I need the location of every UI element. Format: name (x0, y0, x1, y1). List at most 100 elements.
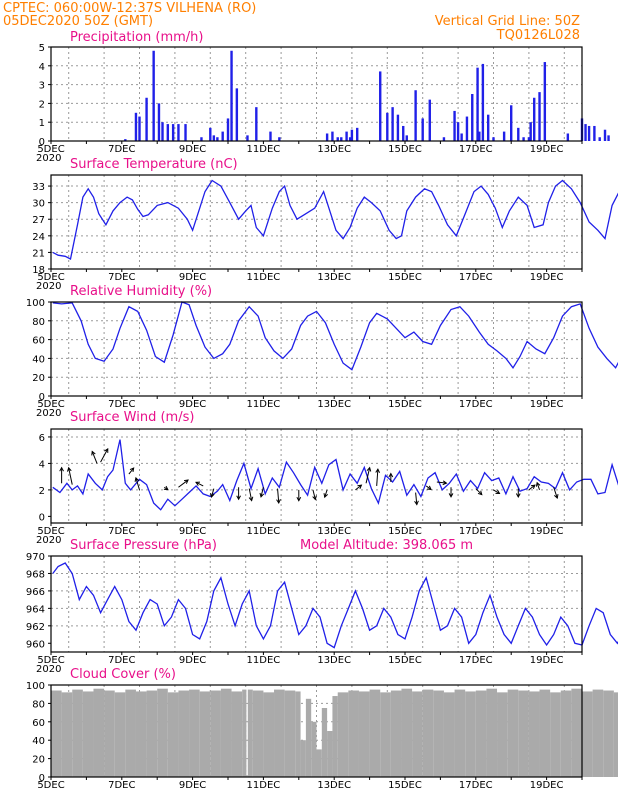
cloud-bar (337, 692, 349, 777)
cloud-panel: 0 20 40 60 80 100 5DEC 7DEC 9DEC 11DEC 13DEC 15DEC 1… (26, 667, 618, 791)
precip-bar (200, 137, 203, 141)
cloud-bar (613, 692, 618, 777)
y-tick-label: 2 (39, 486, 45, 497)
header-grid-line: Vertical Grid Line: 50Z (435, 14, 580, 29)
wind-vector-head (210, 492, 215, 498)
precip-bar (134, 112, 138, 141)
temp-panel: 18 21 24 27 30 33 5DEC 7DEC 9DEC 11DEC 13DEC 15DEC 1… (32, 157, 618, 292)
cloud-bar (114, 692, 126, 777)
x-tick-label: 13DEC (317, 399, 351, 410)
x-tick-label: 13DEC (317, 526, 351, 537)
cloud-bar (486, 688, 498, 777)
x-tick-label: 5DEC (37, 780, 64, 791)
wind-vector (324, 489, 328, 498)
x-tick-label: 17DEC (459, 526, 493, 537)
wind-vector (415, 492, 418, 505)
cloud-bar (571, 688, 582, 777)
wind-vector-head (276, 499, 281, 505)
precip-bar (171, 124, 175, 141)
x-tick-label: 11DEC (247, 144, 281, 155)
y-tick-label: 0 (39, 773, 45, 784)
precip-bar (269, 131, 272, 141)
rh-title: Relative Humidity (%) (70, 284, 212, 299)
precip-bar (379, 71, 382, 141)
x-tick-label: 5DEC (37, 399, 64, 410)
y-tick-label: 80 (32, 699, 45, 710)
cloud-bar (51, 690, 62, 777)
cloud-bar (135, 691, 147, 777)
precip-frame (50, 46, 583, 142)
precip-bar (157, 103, 161, 141)
precip-bar (340, 137, 343, 141)
wind-vector (277, 488, 280, 504)
y-tick-label: 962 (26, 622, 45, 633)
x-tick-label: 15DEC (388, 655, 422, 666)
precip-bar (486, 114, 490, 141)
precip-bar (356, 127, 359, 141)
pres-subtitle: Model Altitude: 398.065 m (300, 538, 473, 553)
x-tick-label: 9DEC (179, 655, 206, 666)
y-tick-label: 100 (26, 681, 45, 692)
wind-vector-head (163, 485, 169, 491)
x-tick-label: 9DEC (179, 780, 206, 791)
precip-bar (405, 135, 408, 141)
precip-bar (345, 131, 348, 141)
wind-vector (355, 484, 362, 491)
precip-bar (533, 97, 536, 141)
cloud-bar (348, 690, 359, 777)
precip-bar (543, 62, 547, 141)
x-tick-label: 7DEC (108, 780, 135, 791)
wind-vector-head (388, 472, 394, 478)
precip-bar (603, 129, 607, 141)
y-tick-label: 24 (32, 232, 45, 243)
precip-bar (492, 137, 495, 141)
wind-vector-head (495, 489, 501, 495)
x-tick-label: 11DEC (247, 399, 281, 410)
cloud-bar (104, 690, 115, 777)
y-tick-label: 0 (39, 137, 45, 148)
cloud-bar (311, 721, 317, 777)
precip-bar (428, 99, 431, 141)
y-tick-label: 30 (32, 199, 45, 210)
y-tick-label: 4 (39, 62, 45, 73)
cloud-bar (146, 690, 158, 777)
precip-bar (522, 137, 525, 141)
x-tick-label: 17DEC (459, 780, 493, 791)
cloud-bar (305, 698, 312, 777)
precip-bar (453, 110, 456, 141)
precip-bar (517, 127, 520, 141)
precip-bar (607, 135, 610, 141)
precip-title: Precipitation (mm/h) (70, 30, 203, 45)
x-tick-label: 17DEC (459, 655, 493, 666)
cloud-bar (61, 692, 73, 777)
y-tick-label: 1 (39, 118, 45, 129)
cloud-bar (220, 688, 232, 777)
cloud-bar (82, 691, 94, 777)
y-tick-label: 33 (32, 182, 45, 193)
wind-vector-head (375, 468, 380, 473)
precip-bar (566, 133, 570, 141)
cloud-bar (582, 691, 593, 777)
cloud-bar (246, 775, 248, 777)
precip-bar (442, 137, 446, 141)
pres-frame (50, 555, 583, 653)
wind-vector (68, 467, 73, 485)
precip-bar (152, 50, 155, 142)
x-tick-label: 13DEC (317, 780, 351, 791)
cloud-bar (443, 692, 455, 777)
wind-vector (475, 488, 483, 495)
precip-bar (460, 133, 463, 141)
x-tick-label: 15DEC (388, 272, 422, 283)
cloud-bar (518, 690, 529, 777)
cloud-bar (603, 690, 614, 777)
precip-bar (414, 90, 417, 141)
x-tick-label: 19DEC (530, 526, 564, 537)
precip-bar (336, 137, 339, 141)
x-tick-label: 17DEC (459, 399, 493, 410)
wind-vector-head (366, 466, 372, 472)
precip-bar (510, 105, 513, 141)
x-tick-year: 2020 (36, 153, 61, 164)
precip-bar (226, 118, 230, 141)
wind-vector (195, 481, 204, 487)
cloud-bar (210, 690, 221, 777)
